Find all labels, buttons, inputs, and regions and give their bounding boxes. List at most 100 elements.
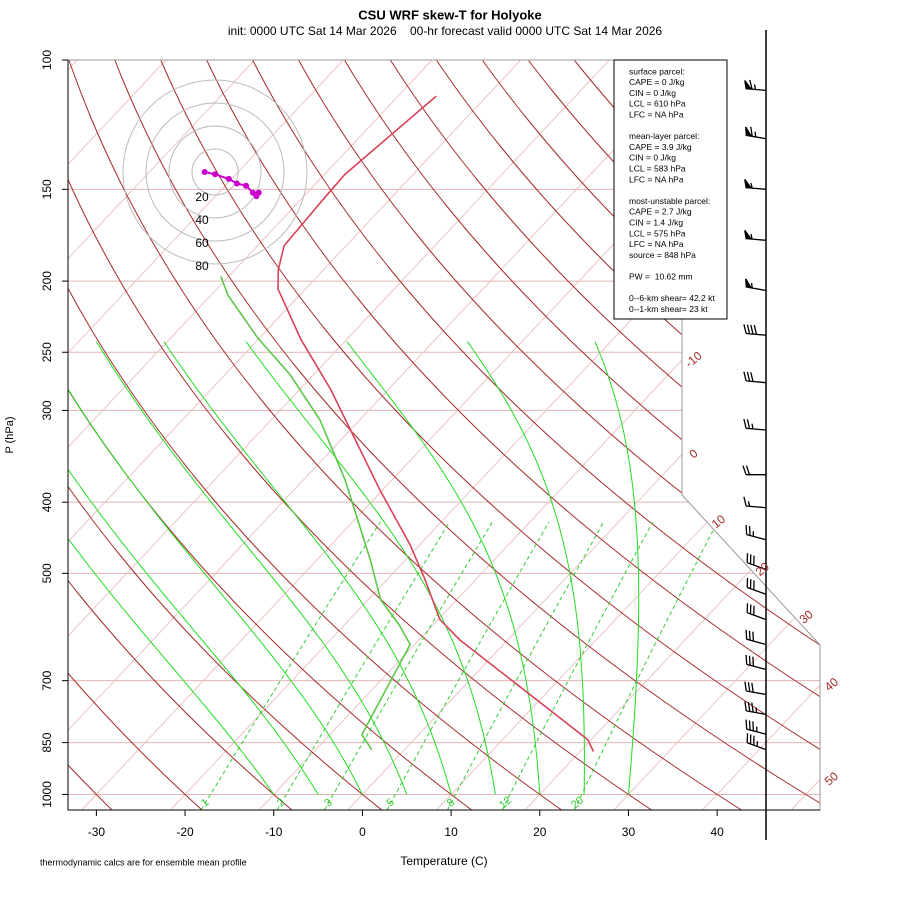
x-tick-label: -30	[88, 825, 106, 839]
dry-adiabat	[206, 60, 820, 810]
isotherm	[68, 60, 699, 810]
info-text: CIN = 0 J/kg	[629, 153, 676, 163]
mixing-ratio-line	[573, 521, 718, 810]
y-tick-label: 150	[40, 179, 54, 199]
info-text: LFC = NA hPa	[629, 174, 684, 184]
y-tick-label: 500	[40, 563, 54, 583]
wind-barb	[743, 418, 767, 431]
wind-barb	[746, 553, 767, 571]
y-tick-label: 700	[40, 670, 54, 690]
wind-barb	[745, 654, 767, 671]
wind-barb	[744, 230, 767, 241]
x-tick-label: 10	[444, 825, 458, 839]
wind-barb	[744, 179, 767, 190]
wind-barb	[742, 465, 766, 476]
x-tick-label: 0	[359, 825, 366, 839]
isotherm	[68, 60, 344, 810]
info-text: surface parcel:	[629, 66, 685, 76]
hodograph-point	[233, 180, 240, 187]
x-tick-label: 20	[533, 825, 547, 839]
wind-barb	[746, 577, 767, 595]
x-tick-label: 30	[622, 825, 636, 839]
y-tick-label: 100	[40, 50, 54, 70]
dry-adiabat	[344, 60, 820, 810]
hodograph-point	[225, 175, 232, 182]
x-tick-label: -10	[265, 825, 283, 839]
mixing-ratio-line	[447, 521, 605, 810]
moist-adiabat	[95, 341, 408, 795]
hodograph-ring-label: 60	[195, 236, 209, 250]
hodograph-ring-label: 20	[195, 190, 209, 204]
x-axis-label: Temperature (C)	[400, 854, 487, 868]
dry-adiabat	[114, 60, 820, 810]
mixing-ratio-line	[386, 521, 550, 810]
info-text: mean-layer parcel:	[629, 131, 699, 141]
info-text: PW = 10.62 mm	[629, 271, 693, 281]
moist-adiabat	[163, 341, 452, 795]
info-text: CAPE = 3.9 J/kg	[629, 142, 692, 152]
y-tick-label: 250	[40, 342, 54, 362]
wind-barb	[744, 701, 767, 716]
info-text: LCL = 583 hPa	[629, 163, 686, 173]
wind-barb	[743, 324, 767, 336]
info-box	[613, 59, 728, 320]
y-tick-label: 850	[40, 732, 54, 752]
y-tick-label: 200	[40, 271, 54, 291]
moist-adiabat	[466, 341, 585, 795]
isotherm	[68, 60, 610, 810]
hodograph-ring-label: 40	[195, 213, 209, 227]
mixing-ratio-line	[501, 521, 654, 810]
dry-adiabat	[481, 60, 820, 810]
moist-adiabat	[346, 341, 541, 795]
hodograph-point	[255, 189, 262, 196]
y-tick-label: 300	[40, 400, 54, 420]
chart-title: CSU WRF skew-T for Holyoke	[358, 7, 541, 22]
x-tick-label: 40	[710, 825, 724, 839]
isotherm	[613, 60, 820, 810]
wind-barb	[743, 496, 767, 509]
moist-adiabat	[594, 341, 640, 795]
info-text: 0--1-km shear= 23 kt	[629, 304, 708, 314]
dry-adiabat	[68, 60, 652, 810]
hodograph-ring	[122, 79, 308, 265]
dry-adiabat	[298, 60, 820, 810]
moist-adiabat	[245, 341, 496, 795]
hodograph-ring	[191, 148, 239, 196]
moist-adiabat	[68, 341, 363, 795]
info-text: CAPE = 2.7 J/kg	[629, 207, 692, 217]
x-tick-label: -20	[176, 825, 194, 839]
temperature-line	[277, 95, 595, 752]
dry-adiabat	[68, 60, 742, 810]
dry-adiabat	[252, 60, 820, 810]
mixing-ratio-line	[200, 521, 381, 810]
info-text: LCL = 575 hPa	[629, 228, 686, 238]
dewpoint-line	[220, 276, 412, 751]
info-text: CIN = 0 J/kg	[629, 88, 676, 98]
wind-barb	[745, 126, 767, 140]
y-axis-label: P (hPa)	[4, 416, 16, 453]
info-text: 0--6-km shear= 42.2 kt	[629, 293, 715, 303]
wind-barb	[744, 681, 767, 696]
chart-subtitle: init: 0000 UTC Sat 14 Mar 2026 00-hr for…	[228, 24, 663, 38]
isotherm	[68, 60, 433, 810]
dry-adiabat	[68, 60, 293, 810]
wind-barb	[745, 525, 767, 541]
wind-barb	[745, 719, 767, 735]
hodograph-ring-label: 80	[195, 259, 209, 273]
isotherm	[524, 60, 820, 810]
info-text: CAPE = 0 J/kg	[629, 77, 685, 87]
info-text: LFC = NA hPa	[629, 239, 684, 249]
y-tick-label: 1000	[40, 781, 54, 808]
hodograph-ring	[168, 125, 262, 219]
info-text: source = 848 hPa	[629, 250, 696, 260]
wind-barb	[745, 278, 767, 292]
wind-barb	[746, 603, 767, 621]
moist-adiabat	[68, 341, 319, 795]
info-text: LFC = NA hPa	[629, 109, 684, 119]
dry-adiabat	[68, 60, 562, 810]
hodograph-point	[212, 171, 218, 178]
wind-barb	[744, 79, 767, 92]
